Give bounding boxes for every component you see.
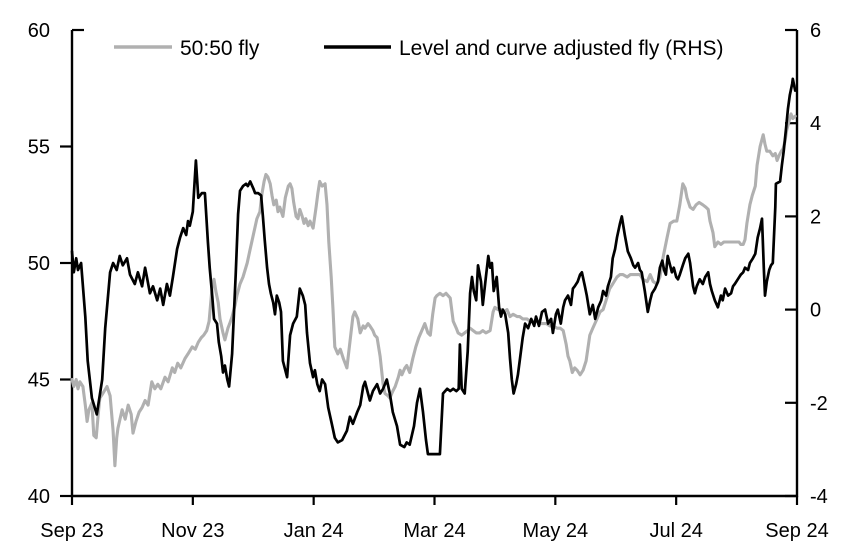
x-axis-tick-label: Sep 24 (765, 520, 828, 542)
x-axis-tick-label: Sep 23 (40, 520, 103, 542)
right-axis-tick-label: 6 (810, 20, 821, 42)
right-axis-tick-label: 4 (810, 113, 821, 135)
left-axis-tick-label: 50 (28, 253, 50, 275)
axis-tick-labels: 40 45 50 55 60 -4 -2 0 2 4 6 Sep 23 Nov 23 Jan 24 Mar … (28, 20, 829, 542)
left-axis-tick-label: 40 (28, 486, 50, 508)
series-lines (70, 77, 797, 468)
legend: 50:50 fly Level and curve adjusted fly (… (114, 37, 724, 60)
x-axis-tick-label: Mar 24 (403, 520, 465, 542)
series-level-and-curve-adjusted-fly-rhs- (70, 77, 797, 456)
left-axis-tick-label: 55 (28, 137, 50, 159)
right-axis-tick-label: -2 (810, 393, 828, 415)
right-axis-tick-label: 2 (810, 206, 821, 228)
legend-label-50-50-fly: 50:50 fly (180, 37, 260, 60)
left-axis-tick-label: 45 (28, 370, 50, 392)
x-axis-tick-label: Jul 24 (649, 520, 702, 542)
right-axis-tick-label: -4 (810, 486, 828, 508)
legend-label-level-curve-adjusted-fly: Level and curve adjusted fly (RHS) (399, 37, 724, 60)
axes (60, 28, 799, 505)
right-axis-tick-label: 0 (810, 300, 821, 322)
left-axis-tick-label: 60 (28, 20, 50, 42)
x-axis-tick-label: Nov 23 (161, 520, 224, 542)
x-axis-tick-label: Jan 24 (284, 520, 344, 542)
x-axis-tick-label: May 24 (523, 520, 589, 542)
axis-frame (70, 30, 799, 498)
series-50-50-fly (70, 112, 797, 468)
